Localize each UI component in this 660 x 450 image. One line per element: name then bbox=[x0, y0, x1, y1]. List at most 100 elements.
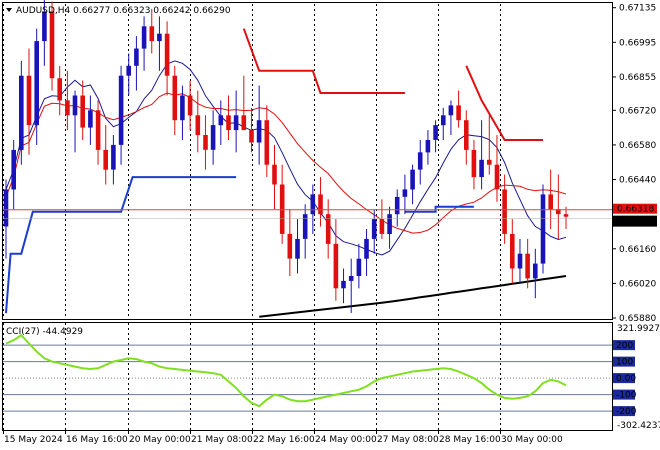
trail-stop-blue-2 bbox=[404, 205, 474, 213]
price-badge-current bbox=[613, 215, 657, 227]
candle-body bbox=[333, 243, 339, 289]
x-tick-label: 16 May 16:00 bbox=[66, 435, 128, 445]
candle-body bbox=[272, 164, 277, 185]
candle-body bbox=[118, 75, 124, 145]
candle-body bbox=[479, 159, 484, 178]
axis-layer: 15 May 2024 16 May 16:00 20 May 00:00 21 Ma… bbox=[3, 4, 660, 445]
symbol-ohlc-label: AUDUSD,H4 0.66277 0.66323 0.66242 0.6629… bbox=[16, 6, 231, 16]
x-tick-label: 22 May 16:00 bbox=[253, 435, 315, 445]
candle-body bbox=[180, 95, 185, 121]
cci-level-badge bbox=[613, 373, 635, 384]
x-tick-label: 28 May 16:00 bbox=[439, 435, 501, 445]
candle-body bbox=[249, 130, 254, 143]
candle-body bbox=[456, 105, 461, 121]
candle-body bbox=[279, 184, 285, 234]
y-tick-label: 0.66855 bbox=[619, 73, 656, 83]
candle-body bbox=[218, 115, 224, 126]
cci-level-label: 100 bbox=[616, 358, 633, 368]
candle-body bbox=[172, 75, 178, 121]
candle-body bbox=[471, 149, 477, 178]
candle-body bbox=[540, 194, 546, 264]
candle-body bbox=[341, 280, 346, 289]
candle-body bbox=[141, 26, 147, 49]
cci-level-label: -200 bbox=[616, 407, 637, 417]
candle-body bbox=[149, 26, 155, 42]
x-tick-label: 21 May 08:00 bbox=[191, 435, 253, 445]
candle-body bbox=[233, 115, 239, 131]
candle-body bbox=[464, 120, 469, 150]
slow-ma-line bbox=[5, 60, 567, 256]
candle-body bbox=[72, 95, 78, 116]
cci-level-label: 0.00 bbox=[616, 374, 636, 384]
y-tick-label: 0.67135 bbox=[619, 4, 656, 14]
candle-body bbox=[533, 263, 538, 279]
price-pane-frame bbox=[2, 2, 613, 320]
candle-body bbox=[325, 214, 331, 244]
cci-level-badge bbox=[613, 356, 635, 367]
candle-body bbox=[556, 209, 561, 215]
candle-body bbox=[525, 253, 530, 279]
y-tick-label: 0.66580 bbox=[619, 141, 656, 151]
price-badge-top-label: 0.66318 bbox=[617, 205, 654, 215]
y-tick-label: 0.66160 bbox=[619, 245, 656, 255]
candle-body bbox=[241, 115, 247, 131]
candle-body bbox=[364, 238, 369, 259]
cci-ylim-top: 321.9927 bbox=[617, 324, 660, 334]
x-tick-label: 24 May 00:00 bbox=[315, 435, 377, 445]
candle-body bbox=[187, 95, 193, 116]
price-layer bbox=[3, 0, 612, 318]
cci-pane-frame bbox=[2, 322, 613, 431]
candle-body bbox=[195, 115, 201, 136]
symbol-dropdown-icon[interactable] bbox=[6, 8, 12, 12]
candle-body bbox=[42, 11, 47, 42]
x-tick-label: 20 May 00:00 bbox=[129, 435, 191, 445]
candle-body bbox=[111, 144, 116, 170]
cci-level-badge bbox=[613, 340, 635, 351]
candle-body bbox=[88, 110, 93, 128]
y-tick-label: 0.66020 bbox=[619, 279, 656, 289]
candle-body bbox=[502, 189, 507, 234]
candle-body bbox=[356, 258, 362, 276]
cci-level-label: 200 bbox=[616, 341, 633, 351]
candle-body bbox=[425, 140, 431, 153]
trail-stop-red-2 bbox=[465, 65, 543, 141]
candle-body bbox=[394, 196, 400, 215]
candle-body bbox=[80, 95, 85, 128]
long-ma-line bbox=[259, 275, 567, 318]
candle-body bbox=[348, 276, 354, 281]
candle-body bbox=[203, 135, 208, 150]
trail-stop-red-1 bbox=[242, 28, 405, 94]
cci-level-badge bbox=[613, 389, 635, 400]
candle-body bbox=[11, 149, 16, 190]
candle-body bbox=[256, 120, 262, 143]
candle-body bbox=[126, 65, 131, 76]
candle-body bbox=[494, 164, 500, 190]
candle-body bbox=[103, 149, 108, 170]
cci-layer bbox=[3, 333, 612, 412]
y-tick-label: 0.66720 bbox=[619, 106, 656, 116]
x-tick-label: 30 May 00:00 bbox=[501, 435, 563, 445]
candle-body bbox=[548, 194, 553, 210]
x-tick-label: 15 May 2024 bbox=[4, 435, 63, 445]
candle-body bbox=[19, 75, 24, 150]
grid-lines bbox=[3, 4, 501, 430]
candle-body bbox=[210, 125, 216, 150]
candle-body bbox=[410, 169, 415, 190]
candle-body bbox=[65, 100, 70, 116]
candle-body bbox=[402, 189, 408, 197]
cci-level-badge bbox=[613, 406, 635, 417]
candle-body bbox=[441, 115, 446, 126]
candle-body bbox=[510, 233, 515, 269]
candle-body bbox=[448, 105, 454, 116]
cci-line bbox=[5, 333, 567, 408]
cci-ylim-bottom: -302.4237 bbox=[617, 421, 660, 431]
candle-body bbox=[26, 75, 32, 126]
candle-body bbox=[287, 233, 293, 259]
candle-body bbox=[164, 33, 170, 76]
candle-body bbox=[302, 214, 308, 239]
candle-body bbox=[318, 194, 323, 215]
candle-body bbox=[57, 78, 62, 101]
candle-body bbox=[387, 214, 392, 234]
